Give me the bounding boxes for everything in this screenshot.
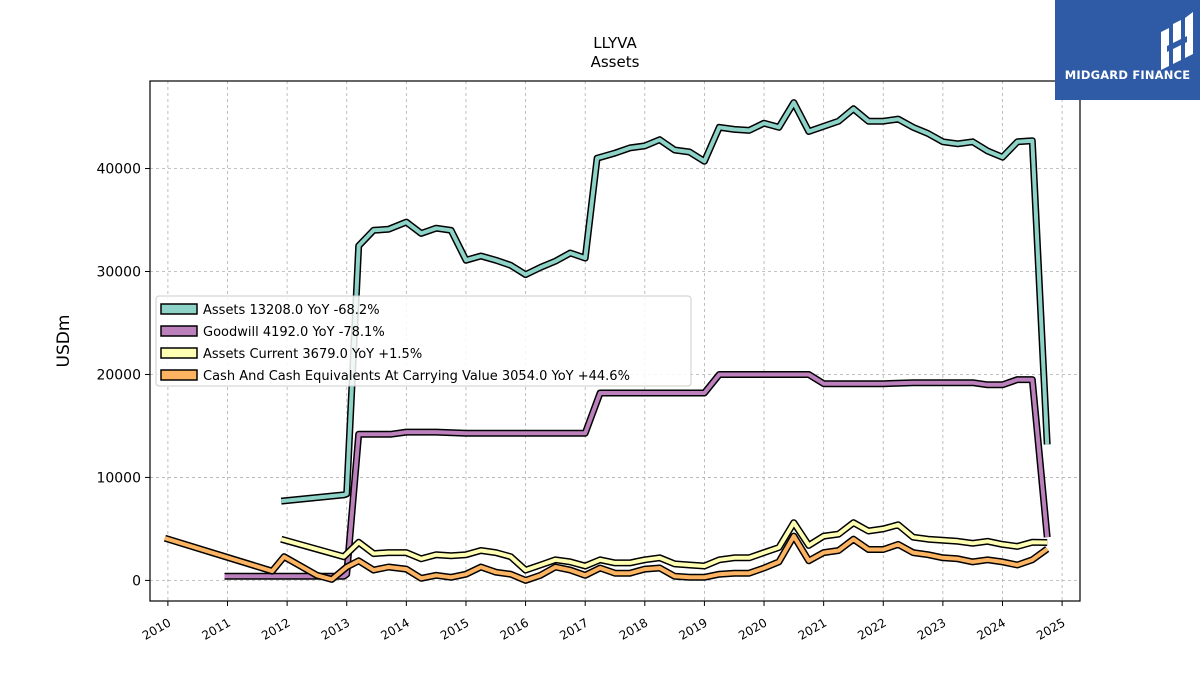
series-goodwill — [224, 371, 1051, 580]
x-tick-label: 2025 — [1034, 615, 1067, 642]
chart-title: LLYVA — [593, 34, 637, 52]
brand-name: MIDGARD FINANCE — [1064, 68, 1191, 82]
y-tick-label: 10000 — [96, 470, 141, 486]
x-tick-label: 2010 — [140, 615, 173, 642]
legend-label: Assets Current 3679.0 YoY +1.5% — [203, 347, 422, 362]
legend-label: Goodwill 4192.0 YoY -78.1% — [203, 325, 385, 340]
x-tick-label: 2015 — [438, 615, 471, 642]
x-tick-label: 2013 — [319, 615, 352, 642]
series-line — [224, 372, 1050, 579]
x-tick-label: 2019 — [676, 615, 709, 642]
x-tick-label: 2021 — [796, 615, 829, 642]
x-tick-label: 2018 — [617, 615, 650, 642]
x-tick-label: 2011 — [200, 615, 233, 642]
y-tick-label: 40000 — [96, 162, 141, 178]
x-tick-label: 2014 — [378, 615, 411, 642]
x-tick-label: 2020 — [736, 615, 769, 642]
series-line — [280, 520, 1048, 573]
series-line — [281, 100, 1050, 504]
y-tick-label: 30000 — [96, 264, 141, 280]
series-assets-current — [280, 519, 1048, 574]
series-cash-and-cash-equivalents-at-carrying-value — [163, 532, 1050, 584]
legend-swatch — [160, 347, 198, 359]
chart-subtitle: Assets — [591, 53, 640, 71]
x-tick-label: 2024 — [975, 615, 1008, 642]
series-line — [164, 534, 1049, 583]
series-outline — [280, 519, 1048, 574]
brand-logo: MIDGARD FINANCE — [1055, 0, 1200, 100]
legend-label: Assets 13208.0 YoY -68.2% — [203, 303, 380, 318]
legend-swatch — [160, 303, 198, 315]
legend-swatch — [160, 325, 198, 337]
x-tick-label: 2023 — [915, 615, 948, 642]
plot-frame — [149, 80, 1081, 602]
legend-box — [155, 295, 692, 387]
legend-label: Cash And Cash Equivalents At Carrying Va… — [203, 369, 630, 384]
y-axis: 0 10000 20000 30000 40000 — [96, 162, 150, 589]
legend: Assets 13208.0 YoY -68.2% Goodwill 4192.0… — [155, 295, 692, 387]
x-axis: 2010 2011 2012 2013 2014 2015 2016 2017 2018 2019… — [140, 601, 1068, 643]
y-tick-label: 20000 — [96, 367, 141, 383]
midgard-logo-icon — [1161, 12, 1193, 70]
y-axis-label: USDm — [54, 315, 74, 368]
series-assets — [280, 99, 1051, 505]
y-tick-label: 0 — [132, 573, 141, 589]
legend-swatch — [160, 369, 198, 381]
x-tick-label: 2017 — [557, 615, 590, 642]
series-layer — [163, 99, 1051, 584]
x-tick-label: 2016 — [498, 615, 531, 642]
x-tick-label: 2012 — [259, 615, 292, 642]
x-tick-label: 2022 — [855, 615, 888, 642]
